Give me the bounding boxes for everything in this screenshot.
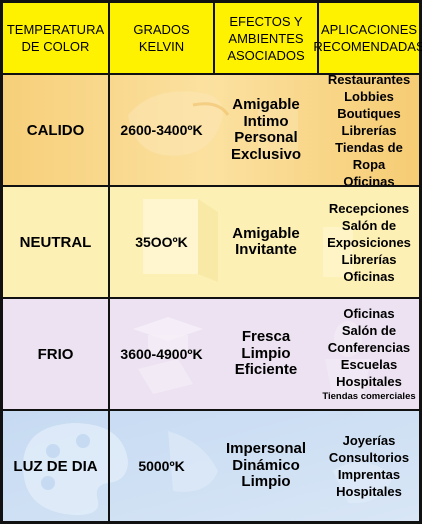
header-effects: EFECTOS Y AMBIENTES ASOCIADOS <box>215 3 317 73</box>
application-item: Escuelas <box>340 357 398 372</box>
effect-item: Limpio <box>241 344 291 362</box>
effect-item: Amigable <box>232 224 300 242</box>
effect-item: Exclusivo <box>230 145 302 163</box>
column-divider <box>108 3 110 521</box>
header-line: KELVIN <box>138 39 185 54</box>
table-row-calido: CALIDO 2600-3400ºK Amigable Intimo Perso… <box>3 75 419 185</box>
effect-item: Fresca <box>241 328 291 346</box>
header-line: APLICACIONES <box>320 22 418 37</box>
application-item: Boutiques <box>337 105 401 121</box>
application-item: Salón de <box>341 323 397 338</box>
application-item: Tiendas de Ropa <box>335 139 403 172</box>
application-item: Hospitales <box>336 374 402 389</box>
row-kelvin: 5000ºK <box>138 458 185 474</box>
application-item: Tiendas comerciales <box>322 391 416 402</box>
header-line: ASOCIADOS <box>227 47 305 63</box>
header-line: DE COLOR <box>21 39 90 54</box>
row-kelvin: 2600-3400ºK <box>120 122 203 138</box>
header-temperature: TEMPERATURA DE COLOR <box>3 3 108 73</box>
application-item: Consultorios <box>328 450 410 465</box>
header-line: TEMPERATURA <box>6 22 105 37</box>
application-item: Librerías <box>341 122 397 138</box>
effect-item: Personal <box>234 129 298 146</box>
application-item: Imprentas <box>337 467 401 482</box>
application-item: Oficinas <box>343 268 395 284</box>
row-type: LUZ DE DIA <box>13 457 98 475</box>
effect-item: Impersonal <box>225 440 307 458</box>
application-item: Librerías <box>341 251 397 267</box>
table-row-neutral: NEUTRAL 35OOºK Amigable Invitante Recepc… <box>3 187 419 297</box>
application-item: Oficinas <box>343 173 395 186</box>
header-kelvin: GRADOS KELVIN <box>110 3 213 73</box>
effect-item: Amigable <box>232 96 300 113</box>
effect-item: Intimo <box>243 112 289 130</box>
application-item: Hospitales <box>336 484 402 499</box>
header-applications: APLICACIONES RECOMENDADAS <box>313 3 422 73</box>
header-line: EFECTOS Y <box>229 13 303 29</box>
header-line: RECOMENDADAS <box>313 39 422 54</box>
header-line: GRADOS <box>133 22 190 37</box>
effect-item: Eficiente <box>234 361 298 379</box>
column-divider <box>317 3 319 73</box>
application-item: Conferencias <box>327 340 411 355</box>
row-kelvin: 35OOºK <box>135 234 188 250</box>
column-divider <box>213 3 215 73</box>
row-type: NEUTRAL <box>19 233 92 251</box>
table-row-frio: FRIO 3600-4900ºK Fresca Limpio Eficiente… <box>3 299 419 409</box>
row-type: CALIDO <box>26 121 85 139</box>
application-item: Salón de <box>341 217 397 233</box>
application-item: Oficinas <box>343 306 395 321</box>
application-item: Exposiciones <box>327 234 411 250</box>
row-type: FRIO <box>37 345 74 363</box>
application-item: Restaurantes <box>327 75 411 87</box>
application-item: Joyerías <box>342 433 396 448</box>
effect-item: Dinámico <box>232 456 300 474</box>
row-kelvin: 3600-4900ºK <box>120 346 203 362</box>
application-item: Lobbies <box>344 88 394 104</box>
table-row-luz-de-dia: LUZ DE DIA 5000ºK Impersonal Dinámico Li… <box>3 411 419 521</box>
effect-item: Limpio <box>241 473 291 491</box>
application-item: Recepciones <box>328 200 410 216</box>
header-line: AMBIENTES <box>228 30 304 46</box>
effect-item: Invitante <box>235 241 297 258</box>
